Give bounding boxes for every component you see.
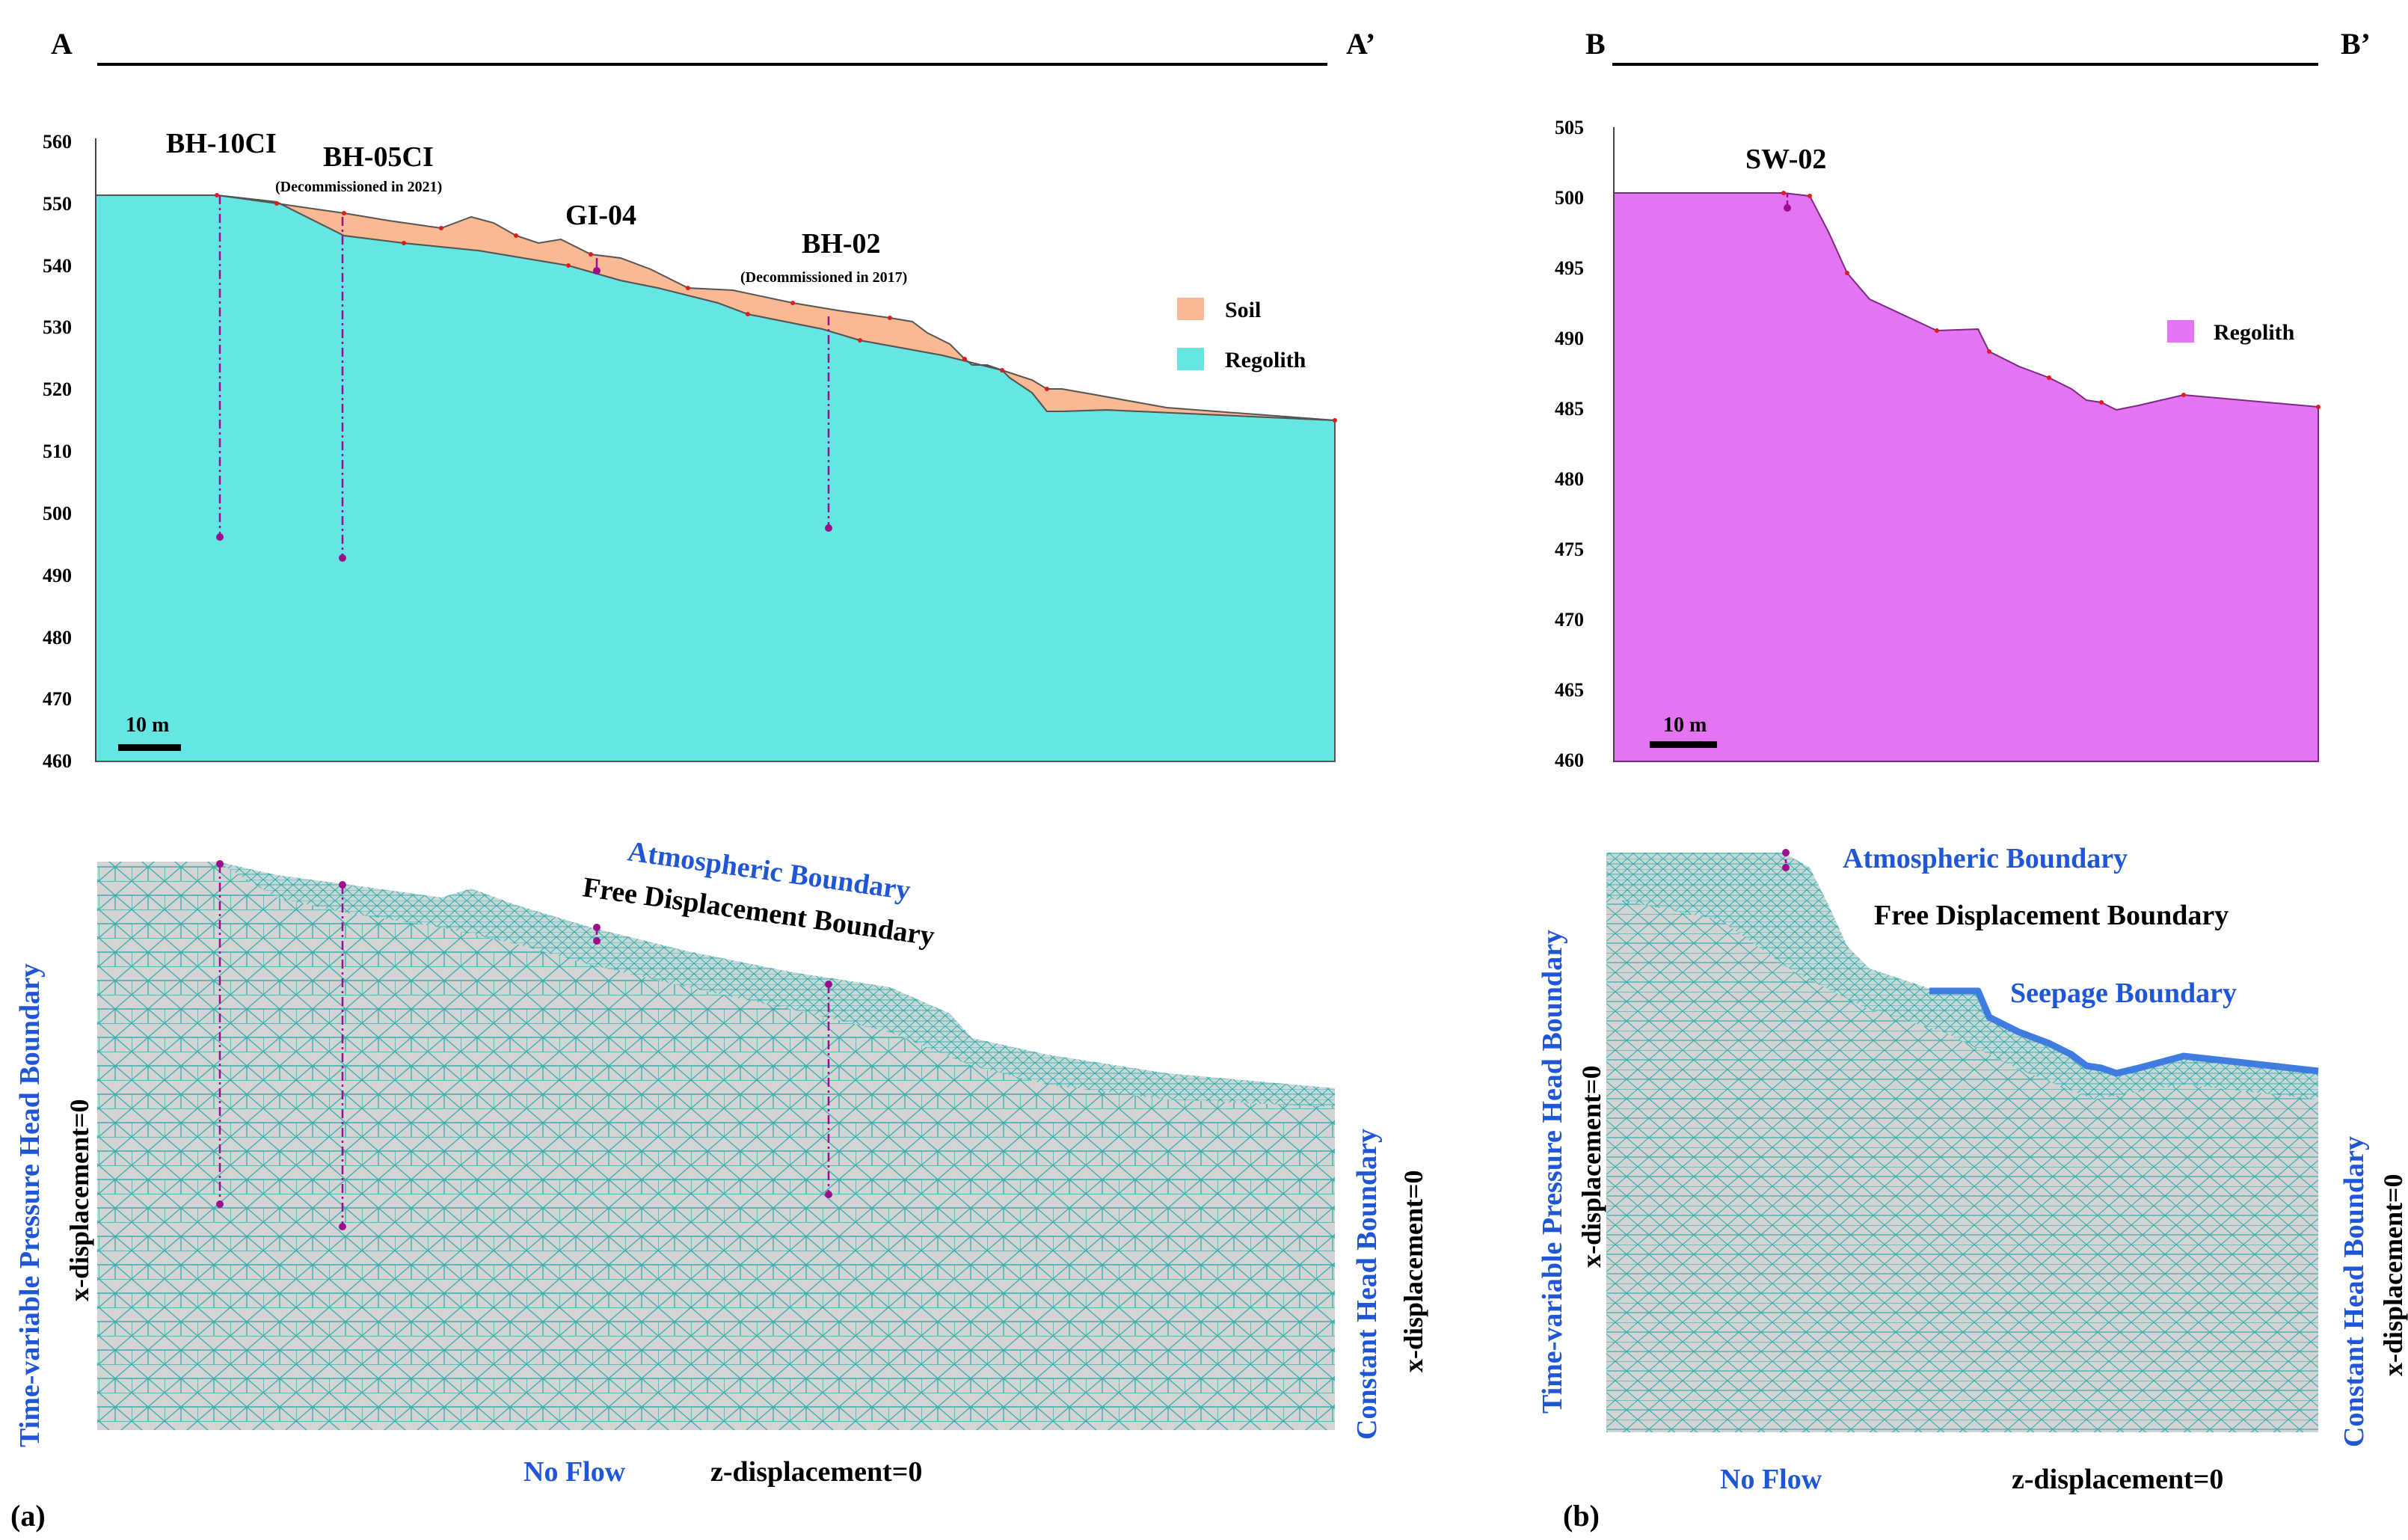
- y-tick: 530: [43, 316, 72, 338]
- mesh-a: Atmospheric Boundary Free Displacement B…: [10, 835, 1428, 1533]
- section-b-legend: Regolith: [2167, 320, 2295, 345]
- y-tick: 480: [1555, 468, 1584, 490]
- seepage-boundary-label: Seepage Boundary: [2010, 978, 2237, 1009]
- borehole-label: SW-02: [1745, 144, 1826, 175]
- bottom-flow-label: No Flow: [523, 1456, 626, 1488]
- left-displacement-label: x-displacement=0: [1576, 1066, 1606, 1268]
- y-tick: 560: [43, 131, 72, 153]
- legend-swatch-regolith: [1177, 348, 1204, 370]
- left-displacement-label: x-displacement=0: [64, 1099, 94, 1302]
- right-displacement-label: x-displacement=0: [1398, 1171, 1428, 1373]
- borehole-top-marker: [216, 860, 224, 868]
- borehole-bottom-marker: [593, 937, 601, 945]
- scale-bar-label: 10 m: [1663, 714, 1707, 737]
- y-tick: 505: [1555, 117, 1584, 138]
- borehole-top-marker: [825, 981, 832, 988]
- scale-bar-label: 10 m: [126, 714, 169, 737]
- y-tick: 540: [43, 255, 72, 277]
- borehole-top-marker: [339, 881, 346, 889]
- y-tick: 470: [43, 688, 72, 710]
- bottom-flow-label: No Flow: [1720, 1464, 1822, 1495]
- free-displacement-label: Free Displacement Boundary: [1874, 900, 2229, 931]
- regolith-a-area: [95, 194, 1336, 762]
- section-b-end-label: B’: [2341, 27, 2371, 61]
- borehole-label: GI-04: [565, 200, 636, 231]
- mesh-b-domain: [1606, 853, 2318, 1432]
- section-a-start-label: A: [51, 27, 73, 61]
- borehole-bottom-marker: [593, 267, 601, 274]
- y-tick: 490: [1555, 328, 1584, 349]
- atmospheric-boundary-label: Atmospheric Boundary: [1843, 843, 2128, 874]
- borehole-bottom-marker: [339, 1223, 346, 1230]
- soil-a-area: [216, 194, 1336, 421]
- section-a-nodes: [215, 193, 1337, 423]
- y-tick: 500: [1555, 187, 1584, 209]
- borehole-bottom-marker: [825, 1191, 832, 1198]
- borehole-note: (Decommissioned in 2021): [275, 179, 442, 195]
- borehole-label: BH-02: [802, 228, 881, 260]
- y-tick: 520: [43, 378, 72, 400]
- legend-label: Regolith: [1225, 348, 1306, 372]
- y-tick: 500: [43, 503, 72, 524]
- y-tick: 475: [1555, 539, 1584, 560]
- left-boundary-label: Time-variable Pressure Head Boundary: [14, 963, 46, 1447]
- borehole-note: (Decommissioned in 2017): [740, 269, 907, 286]
- regolith-b-area: [1613, 192, 2319, 762]
- y-tick: 480: [43, 627, 72, 648]
- borehole-bottom-marker: [339, 554, 346, 562]
- section-b-y-ticks: 505 500 495 490 485 480 475 470 465 460: [1555, 117, 1584, 771]
- y-tick: 485: [1555, 398, 1584, 420]
- legend-swatch-soil: [1177, 298, 1204, 320]
- right-boundary-label: Constant Head Boundary: [2338, 1136, 2370, 1447]
- bottom-displacement-label: z-displacement=0: [710, 1456, 922, 1488]
- legend-label: Regolith: [2214, 320, 2295, 345]
- right-displacement-label: x-displacement=0: [2378, 1174, 2408, 1377]
- borehole-top-marker: [593, 924, 601, 931]
- borehole-bottom-marker: [216, 1200, 224, 1208]
- section-a-end-label: A’: [1346, 27, 1375, 61]
- panel-label-a: (a): [10, 1499, 46, 1533]
- borehole-label: BH-10CI: [166, 128, 277, 159]
- seepage-boundary-line: [1929, 987, 2319, 1077]
- section-a-legend: Soil Regolith: [1177, 298, 1306, 372]
- y-tick: 495: [1555, 257, 1584, 279]
- panel-label-b: (b): [1563, 1499, 1600, 1533]
- borehole-label: BH-05CI: [323, 141, 434, 173]
- section-b-nodes: [1781, 191, 2321, 409]
- y-tick: 465: [1555, 679, 1584, 701]
- mesh-a-fine-zone: [217, 862, 1335, 1107]
- borehole-top-marker: [1782, 849, 1790, 856]
- borehole-bottom-marker: [216, 533, 224, 541]
- mesh-a-domain: [97, 862, 1335, 1430]
- scale-bar: [1650, 741, 1717, 748]
- mesh-b: Atmospheric Boundary Free Displacement B…: [1537, 843, 2408, 1533]
- section-a-boreholes: [218, 195, 830, 558]
- borehole-bottom-marker: [1782, 864, 1790, 871]
- section-b-start-label: B: [1585, 27, 1606, 61]
- y-tick: 510: [43, 441, 72, 462]
- section-b: B B’ 505 500 495 490 485 480 475 470 465…: [1555, 27, 2371, 771]
- y-tick: 460: [1555, 749, 1584, 771]
- section-a: A A’ 560 550 540 530 520 510 500 490 480: [43, 27, 1375, 772]
- mesh-b-fine-zone: [1606, 853, 2318, 1099]
- scale-bar: [118, 744, 181, 751]
- borehole-bottom-marker: [825, 524, 832, 532]
- legend-label: Soil: [1225, 298, 1261, 322]
- left-boundary-label: Time-variable Pressure Head Boundary: [1537, 930, 1568, 1414]
- borehole-bottom-marker: [1784, 204, 1791, 212]
- y-tick: 490: [43, 565, 72, 586]
- y-tick: 470: [1555, 609, 1584, 631]
- right-boundary-label: Constant Head Boundary: [1351, 1129, 1383, 1440]
- bottom-displacement-label: z-displacement=0: [2012, 1464, 2223, 1495]
- legend-swatch-regolith: [2167, 320, 2194, 343]
- section-a-y-ticks: 560 550 540 530 520 510 500 490 480 470 …: [43, 131, 72, 772]
- y-tick: 550: [43, 193, 72, 215]
- y-tick: 460: [43, 750, 72, 772]
